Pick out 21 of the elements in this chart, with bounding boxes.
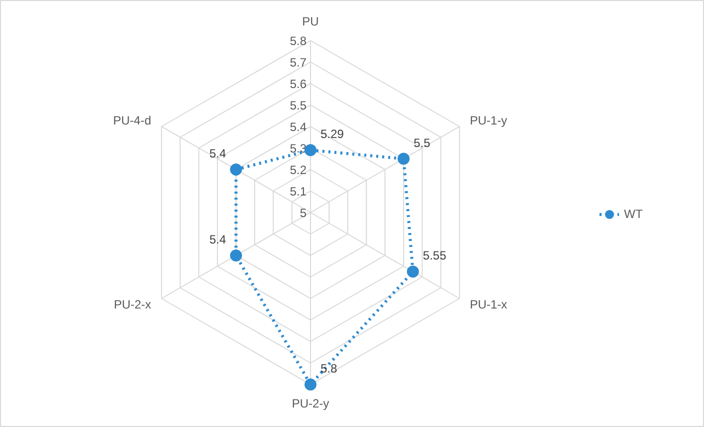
- data-label: 5.55: [422, 248, 447, 263]
- y-tick-label: 5.5: [290, 98, 307, 112]
- data-label: 5.8: [320, 362, 338, 376]
- data-label: 5.4: [209, 232, 226, 246]
- spoke-label: PU: [302, 14, 319, 28]
- y-tick-label: 5.4: [290, 120, 307, 134]
- legend-label: WT: [624, 206, 644, 220]
- data-label: 5.5: [414, 136, 431, 150]
- spoke-label: PU-1-x: [470, 298, 508, 312]
- y-tick-label: 5.2: [290, 163, 307, 177]
- spoke-label: PU-2-x: [114, 298, 152, 312]
- spoke-label: PU-4-d: [113, 114, 152, 128]
- y-tick-label: 5.7: [290, 56, 307, 70]
- y-tick-label: 5.6: [290, 77, 307, 91]
- data-label: 5.29: [320, 127, 344, 142]
- spoke-label: PU-1-y: [470, 114, 508, 128]
- y-tick-label: 5.1: [290, 184, 307, 198]
- data-label: 5.4: [209, 146, 226, 160]
- y-tick-label: 5.8: [290, 34, 307, 48]
- y-tick-label: 5: [300, 206, 307, 220]
- spoke-label: PU-2-y: [292, 396, 330, 410]
